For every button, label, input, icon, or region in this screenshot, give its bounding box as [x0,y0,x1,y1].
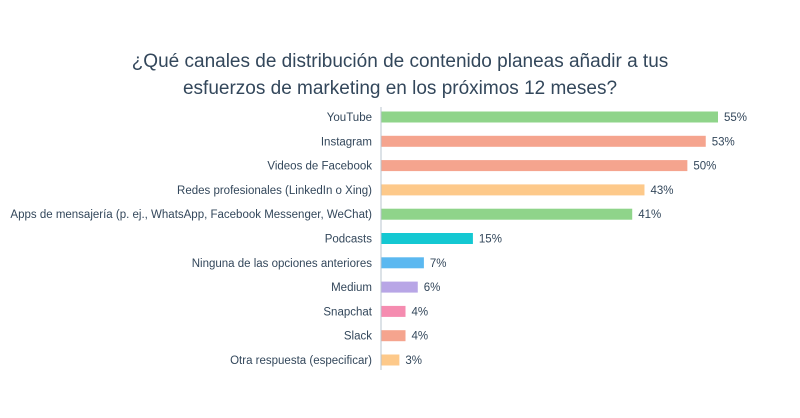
chart-title-line-2: esfuerzos de marketing en los próximos 1… [182,78,618,99]
chart-title: ¿Qué canales de distribución de contenid… [0,48,800,102]
chart-title-line-1: ¿Qué canales de distribución de contenid… [131,51,669,72]
value-label: 3% [405,355,422,367]
bars-group: YouTube 55% Instagram 53% Videos de Facebook… [10,111,747,367]
value-label: 41% [638,209,661,221]
value-label: 55% [724,112,747,124]
category-label: Apps de mensajería (p. ej., WhatsApp, Fa… [10,209,372,221]
bar [381,184,645,196]
bar [381,354,400,366]
value-label: 4% [412,306,429,318]
category-label: YouTube [327,112,372,124]
bar [381,135,706,147]
value-label: 4% [412,331,429,343]
bar [381,330,406,342]
category-label: Snapchat [323,306,372,318]
category-label: Instagram [321,136,372,148]
bar [381,111,718,123]
value-label: 15% [479,234,502,246]
value-label: 53% [712,136,735,148]
category-label: Medium [331,282,372,294]
bar [381,160,688,172]
bar [381,257,424,269]
value-label: 50% [693,161,716,173]
category-label: Ninguna de las opciones anteriores [192,258,373,270]
category-label: Redes profesionales (LinkedIn o Xing) [177,185,372,197]
bar [381,281,418,293]
value-label: 43% [650,185,673,197]
category-label: Slack [344,331,372,343]
bar [381,305,406,317]
bar [381,233,473,244]
value-label: 6% [424,282,441,294]
bar [381,208,633,220]
value-label: 7% [430,258,447,270]
category-label: Otra respuesta (especificar) [230,355,372,367]
category-label: Podcasts [325,234,373,246]
category-label: Videos de Facebook [267,161,372,173]
